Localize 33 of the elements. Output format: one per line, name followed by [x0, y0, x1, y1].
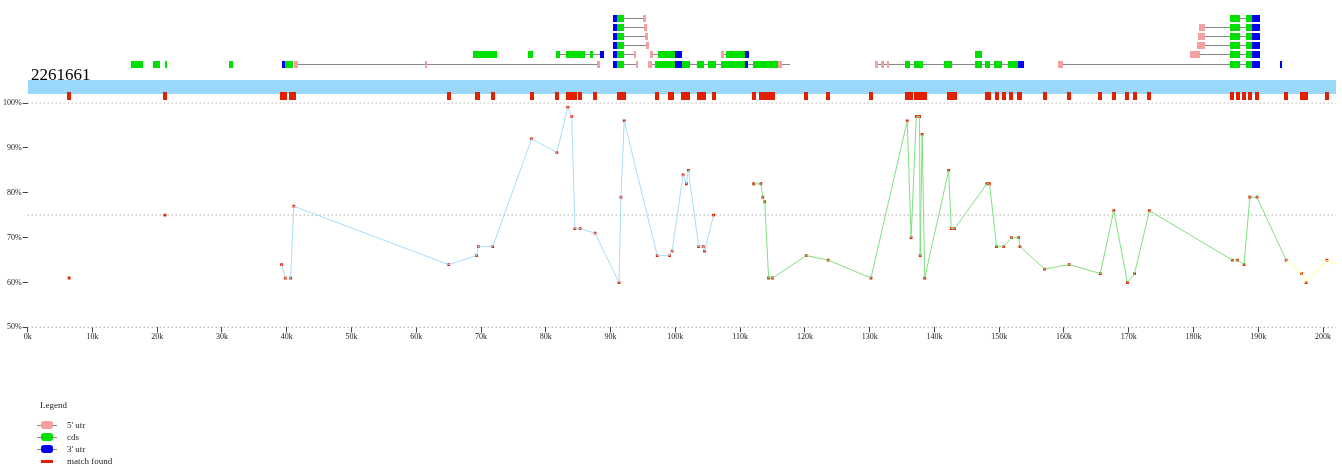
- x-tick-label: 140k: [926, 332, 943, 342]
- legend-label: 3' utr: [67, 444, 86, 454]
- legend-label: cds: [67, 432, 79, 442]
- x-tick-label: 120k: [796, 332, 813, 342]
- x-tick-label: 30k: [215, 332, 228, 342]
- x-tick-label: 40k: [280, 332, 293, 342]
- text: match found: [67, 456, 113, 466]
- x-tick-label: 190k: [1250, 332, 1267, 342]
- legend-label: 5' utr: [67, 420, 86, 430]
- x-tick-label: 20k: [151, 332, 164, 342]
- y-tick-label: 80%: [6, 187, 22, 197]
- x-tick-label: 60k: [410, 332, 423, 342]
- x-tick-label: 90k: [604, 332, 617, 342]
- x-tick-label: 0k: [23, 332, 32, 342]
- x-tick-label: 150k: [991, 332, 1008, 342]
- x-tick-label: 160k: [1055, 332, 1072, 342]
- text: 2261661: [31, 65, 91, 84]
- x-tick-label: 180k: [1185, 332, 1202, 342]
- x-tick-label: 80k: [539, 332, 552, 342]
- y-tick-label: 90%: [6, 142, 22, 152]
- x-tick-label: 110k: [732, 332, 748, 342]
- x-tick-label: 100k: [667, 332, 684, 342]
- x-tick-label: 50k: [345, 332, 358, 342]
- legend-title: Legend: [40, 400, 68, 410]
- x-tick-label: 170k: [1120, 332, 1137, 342]
- y-tick-label: 50%: [6, 322, 22, 332]
- x-tick-label: 130k: [861, 332, 878, 342]
- y-tick-label: 60%: [6, 277, 22, 287]
- y-tick-label: 70%: [6, 232, 22, 242]
- x-tick-label: 200k: [1315, 332, 1332, 342]
- x-tick-label: 70k: [475, 332, 488, 342]
- y-tick-label: 100%: [2, 98, 22, 108]
- x-tick-label: 10k: [86, 332, 99, 342]
